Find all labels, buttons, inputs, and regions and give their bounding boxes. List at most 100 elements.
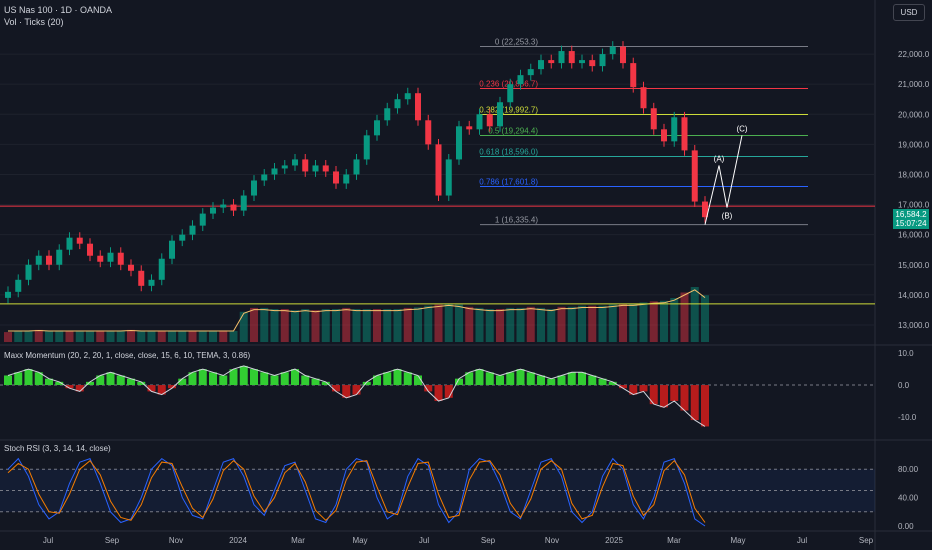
volume-bar xyxy=(496,309,504,342)
candle-body xyxy=(435,144,442,196)
momentum-line xyxy=(7,365,706,427)
candle-body xyxy=(5,291,11,298)
price-tick-label: 22,000.0 xyxy=(898,50,930,59)
momentum-title: Maxx Momentum (20, 2, 20, 1, close, clos… xyxy=(4,351,251,360)
time-tick-label: Sep xyxy=(481,536,496,545)
momentum-bar xyxy=(106,372,115,386)
price-tick-label: 16,000.0 xyxy=(898,231,930,240)
candle-body xyxy=(322,165,329,172)
candle-body xyxy=(445,159,452,196)
currency-button[interactable]: USD xyxy=(893,4,925,21)
volume-bar xyxy=(229,331,238,342)
momentum-bar xyxy=(24,369,33,386)
volume-bar xyxy=(670,298,679,342)
candle-body xyxy=(138,270,145,286)
candle-body xyxy=(476,114,483,130)
wave-label-c: (C) xyxy=(736,124,747,133)
volume-bar xyxy=(690,287,699,342)
candle-body xyxy=(15,279,22,292)
volume-bar xyxy=(127,329,135,342)
momentum-bar xyxy=(34,372,43,386)
volume-bar xyxy=(168,330,176,342)
candle-body xyxy=(538,60,544,70)
wave-label-a: (A) xyxy=(714,154,725,163)
momentum-bar xyxy=(239,365,248,386)
volume-bar xyxy=(444,303,453,342)
candle-body xyxy=(25,264,32,280)
candle-body xyxy=(148,279,155,286)
rsi-d-line xyxy=(7,459,706,523)
time-tick-label: May xyxy=(730,536,745,545)
volume-indicator-title[interactable]: Vol · Ticks (20) xyxy=(4,17,64,27)
time-tick-label: Sep xyxy=(859,536,874,545)
momentum-bar xyxy=(291,369,299,386)
fib-level-label: 0.786 (17,601.8) xyxy=(479,177,538,186)
volume-bar xyxy=(639,302,648,342)
candle-body xyxy=(671,117,678,142)
price-tick-label: 21,000.0 xyxy=(898,80,930,89)
volume-bar xyxy=(383,309,392,342)
symbol-title[interactable]: US Nas 100 · 1D · OANDA xyxy=(4,5,113,15)
fib-level-label: 0.382 (19,992.7) xyxy=(479,105,538,114)
volume-bar xyxy=(106,331,115,342)
momentum-bar xyxy=(598,378,607,386)
time-tick-label: Mar xyxy=(667,536,681,545)
candle-body xyxy=(333,171,339,184)
candle-body xyxy=(76,237,83,244)
momentum-bar xyxy=(352,385,361,395)
volume-bar xyxy=(75,331,84,342)
momentum-bar xyxy=(383,372,392,386)
volume-bar xyxy=(65,331,74,342)
time-tick-label: 2024 xyxy=(229,536,247,545)
momentum-bar xyxy=(670,385,679,401)
momentum-bar xyxy=(455,378,463,386)
volume-bar xyxy=(362,309,371,342)
candle-body xyxy=(661,129,667,142)
momentum-bar xyxy=(629,385,638,395)
volume-bar xyxy=(157,331,166,342)
fib-level-label: 0.5 (19,294.4) xyxy=(488,127,538,136)
momentum-bar xyxy=(557,375,566,386)
volume-bar xyxy=(547,309,556,342)
volume-bar xyxy=(680,292,689,342)
wave-label-b: (B) xyxy=(722,212,733,221)
momentum-bar xyxy=(45,378,53,386)
volume-bar xyxy=(629,303,638,342)
candle-body xyxy=(302,159,309,172)
candle-body xyxy=(271,168,278,175)
momentum-bar xyxy=(260,372,269,386)
momentum-bar xyxy=(516,369,525,386)
volume-bar xyxy=(373,309,381,342)
rsi-title: Stoch RSI (3, 3, 14, 14, close) xyxy=(4,444,111,453)
momentum-bar xyxy=(567,372,576,386)
time-tick-label: 2025 xyxy=(605,536,623,545)
candle-body xyxy=(210,207,216,214)
price-tick-label: 17,000.0 xyxy=(898,201,930,210)
momentum-bar xyxy=(649,385,658,405)
price-tick-label: 18,000.0 xyxy=(898,170,930,179)
volume-bar xyxy=(250,307,258,342)
candle-body xyxy=(415,93,421,121)
time-tick-label: Sep xyxy=(105,536,120,545)
candle-body xyxy=(251,180,257,196)
candle-body xyxy=(589,60,596,67)
momentum-bar xyxy=(342,385,351,398)
candle-body xyxy=(425,120,432,145)
elliott-wave-path xyxy=(704,135,743,225)
volume-bar xyxy=(198,331,207,342)
momentum-bar xyxy=(680,385,689,411)
momentum-bar xyxy=(147,385,156,392)
momentum-tick-label: 10.0 xyxy=(898,349,914,358)
momentum-bar xyxy=(444,385,453,398)
momentum-bar xyxy=(65,385,74,389)
volume-bar xyxy=(485,309,494,342)
volume-bar xyxy=(475,307,484,342)
candle-body xyxy=(179,234,186,241)
candle-body xyxy=(220,204,227,208)
candle-body xyxy=(353,159,360,175)
candle-body xyxy=(456,126,462,160)
candle-body xyxy=(169,240,175,259)
time-tick-label: Nov xyxy=(169,536,183,545)
candle-body xyxy=(97,255,104,262)
